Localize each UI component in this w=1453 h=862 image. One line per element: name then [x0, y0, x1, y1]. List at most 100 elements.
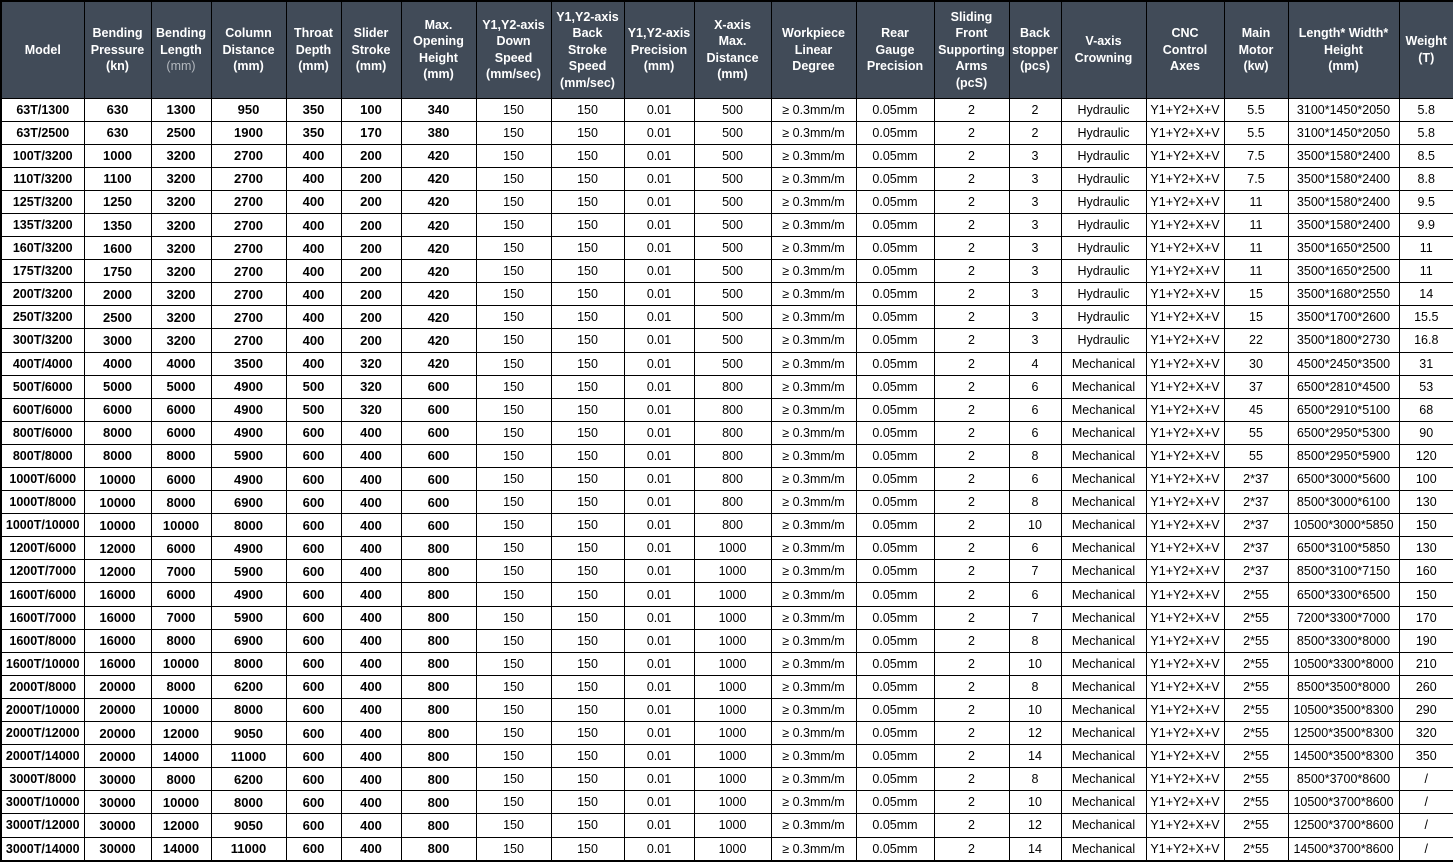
- spec-cell: 9.5: [1398, 189, 1453, 214]
- column-header: Rear Gauge Precision: [855, 0, 935, 99]
- spec-cell: 8000: [83, 420, 152, 445]
- spec-cell: /: [1398, 767, 1453, 792]
- model-cell: 175T/3200: [0, 259, 85, 284]
- spec-cell: 150: [475, 466, 552, 492]
- spec-cell: /: [1398, 836, 1453, 862]
- spec-cell: 2500: [83, 305, 152, 330]
- spec-cell: 7: [1008, 559, 1062, 584]
- spec-cell: 0.05mm: [855, 513, 935, 538]
- spec-cell: 0.01: [623, 490, 695, 515]
- spec-cell: /: [1398, 813, 1453, 838]
- spec-cell: 130: [1398, 490, 1453, 515]
- spec-cell: Mechanical: [1060, 513, 1147, 538]
- spec-cell: ≥ 0.3mm/m: [770, 744, 857, 769]
- spec-cell: 14000: [150, 744, 212, 769]
- spec-cell: ≥ 0.3mm/m: [770, 466, 857, 492]
- spec-cell: 0.05mm: [855, 282, 935, 307]
- spec-cell: 2: [933, 120, 1010, 145]
- spec-cell: ≥ 0.3mm/m: [770, 836, 857, 862]
- table-row: 63T/1300 630 1300 950 350 100 340 150 150 0.01 500…: [0, 97, 1453, 122]
- spec-cell: 420: [400, 236, 477, 261]
- spec-cell: 1000: [83, 143, 152, 168]
- spec-cell: Hydraulic: [1060, 120, 1147, 145]
- column-header: CNC Control Axes: [1145, 0, 1225, 99]
- spec-cell: 800: [693, 490, 772, 515]
- spec-cell: 150: [550, 697, 625, 723]
- spec-cell: 150: [550, 236, 625, 261]
- spec-cell: 15: [1223, 305, 1289, 330]
- spec-cell: 150: [475, 836, 552, 862]
- model-cell: 200T/3200: [0, 282, 85, 307]
- spec-cell: 2: [933, 582, 1010, 607]
- spec-cell: 400: [340, 443, 402, 469]
- spec-cell: Mechanical: [1060, 466, 1147, 492]
- spec-cell: 2: [933, 351, 1010, 376]
- spec-cell: 200: [340, 236, 402, 261]
- model-cell: 1000T/8000: [0, 490, 85, 515]
- spec-cell: 150: [550, 443, 625, 469]
- spec-cell: 150: [475, 420, 552, 445]
- spec-cell: 150: [475, 351, 552, 376]
- spec-cell: 2: [933, 212, 1010, 238]
- spec-cell: 150: [475, 605, 552, 630]
- spec-cell: 2: [933, 790, 1010, 815]
- spec-cell: 2700: [210, 328, 287, 353]
- spec-cell: 200: [340, 189, 402, 214]
- spec-cell: 600: [285, 536, 342, 561]
- spec-cell: 2: [1008, 97, 1062, 122]
- spec-cell: 6000: [150, 466, 212, 492]
- spec-cell: ≥ 0.3mm/m: [770, 374, 857, 399]
- spec-cell: 10000: [150, 697, 212, 723]
- spec-cell: 2: [933, 536, 1010, 561]
- spec-cell: 150: [475, 374, 552, 399]
- spec-cell: 150: [475, 651, 552, 676]
- spec-cell: 3: [1008, 259, 1062, 284]
- spec-cell: 0.05mm: [855, 767, 935, 792]
- spec-cell: 2700: [210, 236, 287, 261]
- spec-cell: 2: [933, 166, 1010, 191]
- spec-cell: 2*55: [1223, 582, 1289, 607]
- column-header: V-axis Crowning: [1060, 0, 1147, 99]
- spec-cell: 12000: [83, 559, 152, 584]
- spec-cell: 420: [400, 166, 477, 191]
- spec-cell: 7000: [150, 559, 212, 584]
- spec-cell: 6: [1008, 536, 1062, 561]
- model-cell: 1600T/6000: [0, 582, 85, 607]
- spec-cell: 400: [340, 420, 402, 445]
- spec-cell: 150: [475, 259, 552, 284]
- spec-cell: Y1+Y2+X+V: [1145, 305, 1225, 330]
- spec-cell: 150: [550, 513, 625, 538]
- spec-cell: 8500*3100*7150: [1287, 559, 1400, 584]
- spec-cell: 5900: [210, 559, 287, 584]
- spec-cell: ≥ 0.3mm/m: [770, 120, 857, 145]
- spec-cell: 600: [285, 744, 342, 769]
- spec-cell: 190: [1398, 628, 1453, 653]
- spec-cell: 3: [1008, 143, 1062, 168]
- spec-cell: 2*37: [1223, 559, 1289, 584]
- spec-cell: 2: [933, 97, 1010, 122]
- table-row: 110T/3200 1100 3200 2700 400 200 420 150 150 0.01…: [0, 166, 1453, 191]
- spec-cell: 1000: [693, 790, 772, 815]
- spec-cell: 2700: [210, 212, 287, 238]
- spec-cell: 400: [340, 790, 402, 815]
- spec-cell: Mechanical: [1060, 813, 1147, 838]
- spec-cell: ≥ 0.3mm/m: [770, 236, 857, 261]
- spec-cell: 11: [1398, 236, 1453, 261]
- spec-cell: 500: [693, 97, 772, 122]
- spec-cell: 150: [550, 166, 625, 191]
- spec-cell: 150: [550, 628, 625, 653]
- spec-cell: 0.01: [623, 744, 695, 769]
- table-row: 3000T/10000 30000 10000 8000 600 400 800 150 150…: [0, 790, 1453, 815]
- spec-cell: 2*55: [1223, 744, 1289, 769]
- spec-cell: 8000: [210, 790, 287, 815]
- spec-cell: 20000: [83, 721, 152, 746]
- spec-cell: 800: [400, 559, 477, 584]
- spec-cell: 600: [400, 374, 477, 399]
- spec-cell: 400: [340, 836, 402, 862]
- spec-cell: 160: [1398, 559, 1453, 584]
- spec-cell: Mechanical: [1060, 674, 1147, 699]
- spec-cell: 2: [933, 490, 1010, 515]
- spec-cell: Mechanical: [1060, 697, 1147, 723]
- spec-cell: 500: [693, 305, 772, 330]
